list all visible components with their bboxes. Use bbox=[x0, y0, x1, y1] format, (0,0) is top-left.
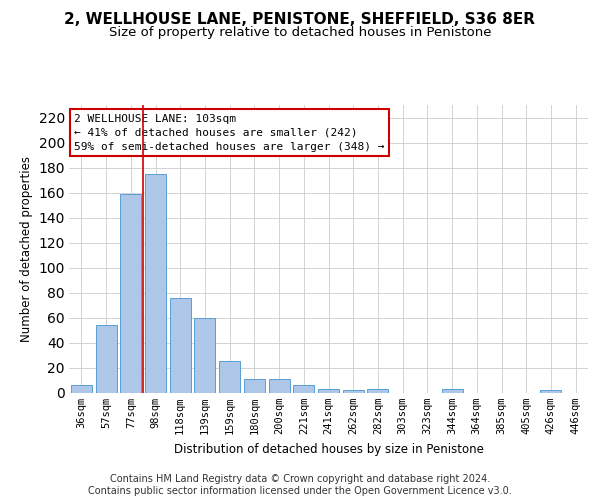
Text: Size of property relative to detached houses in Penistone: Size of property relative to detached ho… bbox=[109, 26, 491, 39]
Bar bbox=[145, 174, 166, 392]
Bar bbox=[244, 379, 265, 392]
Bar bbox=[71, 385, 92, 392]
Bar bbox=[170, 298, 191, 392]
Text: Contains HM Land Registry data © Crown copyright and database right 2024.
Contai: Contains HM Land Registry data © Crown c… bbox=[88, 474, 512, 496]
Y-axis label: Number of detached properties: Number of detached properties bbox=[20, 156, 33, 342]
Bar bbox=[318, 389, 339, 392]
Text: 2 WELLHOUSE LANE: 103sqm
← 41% of detached houses are smaller (242)
59% of semi-: 2 WELLHOUSE LANE: 103sqm ← 41% of detach… bbox=[74, 114, 385, 152]
Bar bbox=[367, 389, 388, 392]
Bar bbox=[541, 390, 562, 392]
Bar bbox=[120, 194, 141, 392]
Bar bbox=[343, 390, 364, 392]
Bar bbox=[95, 325, 116, 392]
Bar bbox=[219, 361, 240, 392]
Bar bbox=[293, 385, 314, 392]
X-axis label: Distribution of detached houses by size in Penistone: Distribution of detached houses by size … bbox=[173, 442, 484, 456]
Bar bbox=[194, 318, 215, 392]
Text: 2, WELLHOUSE LANE, PENISTONE, SHEFFIELD, S36 8ER: 2, WELLHOUSE LANE, PENISTONE, SHEFFIELD,… bbox=[65, 12, 536, 28]
Bar bbox=[269, 379, 290, 392]
Bar bbox=[442, 389, 463, 392]
